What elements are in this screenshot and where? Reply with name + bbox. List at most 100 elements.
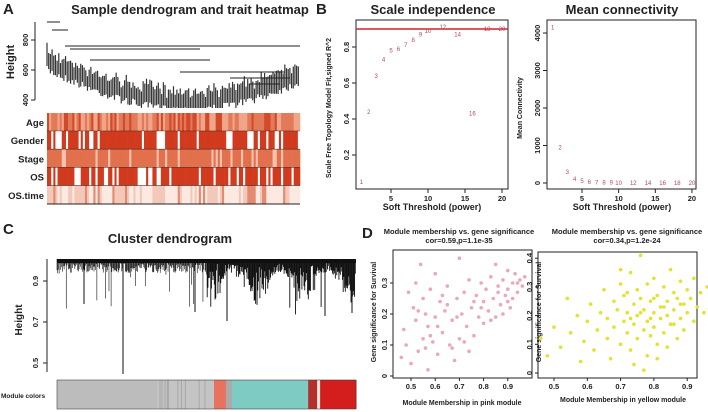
heatmap-cell: [120, 113, 124, 132]
heatmap-cell: [152, 167, 155, 186]
heatmap-cell: [112, 167, 115, 186]
scatter-point: [625, 290, 630, 295]
power-point-label: 20: [689, 181, 696, 187]
scatter-point: [602, 287, 606, 292]
heatmap-cell: [175, 185, 179, 204]
heatmap-cell: [215, 131, 219, 150]
heatmap-cell: [122, 113, 126, 132]
heatmap-cell: [82, 113, 86, 132]
power-point-label: 6: [588, 180, 592, 186]
scatter-point: [496, 284, 500, 288]
heatmap-cell: [97, 149, 101, 168]
scatter-point: [508, 306, 513, 310]
scatter-point: [426, 324, 430, 329]
heatmap-cell: [74, 185, 77, 204]
heatmap-cell: [122, 131, 126, 150]
heatmap-cell: [281, 149, 284, 168]
scatter-point: [462, 340, 467, 344]
heatmap-cell: [143, 185, 147, 204]
y-tick-label: 0: [533, 181, 542, 185]
heatmap-cell: [110, 131, 113, 150]
y-tick-label: 0.3: [525, 282, 534, 292]
scatter-point: [464, 324, 469, 329]
heatmap-cell: [135, 167, 138, 186]
heatmap-cell: [289, 131, 292, 150]
scatter-point: [558, 345, 563, 349]
module-color-segment: [167, 380, 169, 409]
heatmap-cell: [230, 149, 233, 168]
heatmap-cell: [84, 149, 88, 168]
heatmap-cell: [293, 131, 297, 150]
scatter-point: [698, 290, 703, 295]
heatmap-cell: [238, 185, 242, 204]
heatmap-cell: [103, 113, 107, 132]
heatmap-cell: [171, 167, 174, 186]
scatter-point: [486, 309, 491, 313]
heatmap-cell: [82, 167, 86, 186]
heatmap-cell: [255, 185, 259, 204]
heatmap-cell: [143, 113, 147, 132]
heatmap-cell: [184, 113, 187, 132]
heatmap-cell: [127, 113, 130, 132]
heatmap-cell: [272, 131, 275, 150]
heatmap-cell: [135, 149, 138, 168]
heatmap-cell: [101, 185, 105, 204]
scatter-point: [692, 319, 696, 324]
module-color-segment: [164, 380, 166, 409]
heatmap-cell: [207, 185, 210, 204]
heatmap-cell: [283, 113, 286, 132]
heatmap-cell: [186, 185, 189, 204]
heatmap-cell: [274, 113, 278, 132]
heatmap-cell: [154, 113, 157, 132]
scatter-point: [592, 348, 596, 352]
heatmap-cell: [47, 113, 50, 132]
heatmap-cell: [287, 167, 290, 186]
heatmap-cell: [228, 167, 231, 186]
power-point-label: 14: [645, 181, 652, 187]
panel-d-right-subtitle: cor=0.34,p=1.2e-24: [593, 236, 661, 245]
heatmap-cell: [68, 167, 71, 186]
heatmap-cell: [129, 113, 132, 132]
heatmap-cell: [253, 167, 257, 186]
scatter-point: [598, 310, 603, 315]
heatmap-cell: [278, 185, 282, 204]
scatter-point: [438, 299, 442, 304]
heatmap-cell: [47, 131, 50, 150]
heatmap-cell: [148, 149, 151, 168]
heatmap-cell: [262, 167, 265, 186]
heatmap-cell: [114, 113, 117, 132]
y-tick-label: 0.3: [380, 278, 389, 288]
heatmap-cell: [205, 167, 208, 186]
heatmap-cell: [283, 167, 286, 186]
module-color-segment: [159, 380, 161, 409]
scatter-point: [496, 290, 500, 295]
scatter-point: [635, 336, 640, 341]
heatmap-cell: [72, 185, 75, 204]
heatmap-cell: [148, 185, 151, 204]
scatter-point: [565, 296, 570, 301]
scatter-point: [638, 310, 643, 315]
heatmap-cell: [122, 149, 126, 168]
heatmap-cell: [49, 167, 52, 186]
heatmap-cell: [120, 149, 124, 168]
heatmap-cell: [289, 149, 292, 168]
heatmap-cell: [219, 167, 223, 186]
scatter-point: [447, 343, 452, 347]
heatmap-cell: [230, 167, 233, 186]
module-color-segment: [167, 380, 169, 409]
heatmap-cell: [106, 167, 109, 186]
heatmap-cell: [154, 167, 157, 186]
heatmap-cell: [215, 149, 219, 168]
scatter-point: [658, 305, 663, 309]
power-point-label: 4: [382, 58, 386, 64]
heatmap-cell: [249, 167, 252, 186]
heatmap-cell: [209, 149, 212, 168]
heatmap-cell: [221, 131, 225, 150]
heatmap-cell: [224, 131, 227, 150]
heatmap-cell: [110, 185, 113, 204]
heatmap-cell: [268, 185, 271, 204]
heatmap-cell: [266, 131, 269, 150]
scatter-point: [443, 309, 447, 313]
heatmap-cell: [215, 185, 219, 204]
heatmap-cell: [198, 131, 202, 150]
